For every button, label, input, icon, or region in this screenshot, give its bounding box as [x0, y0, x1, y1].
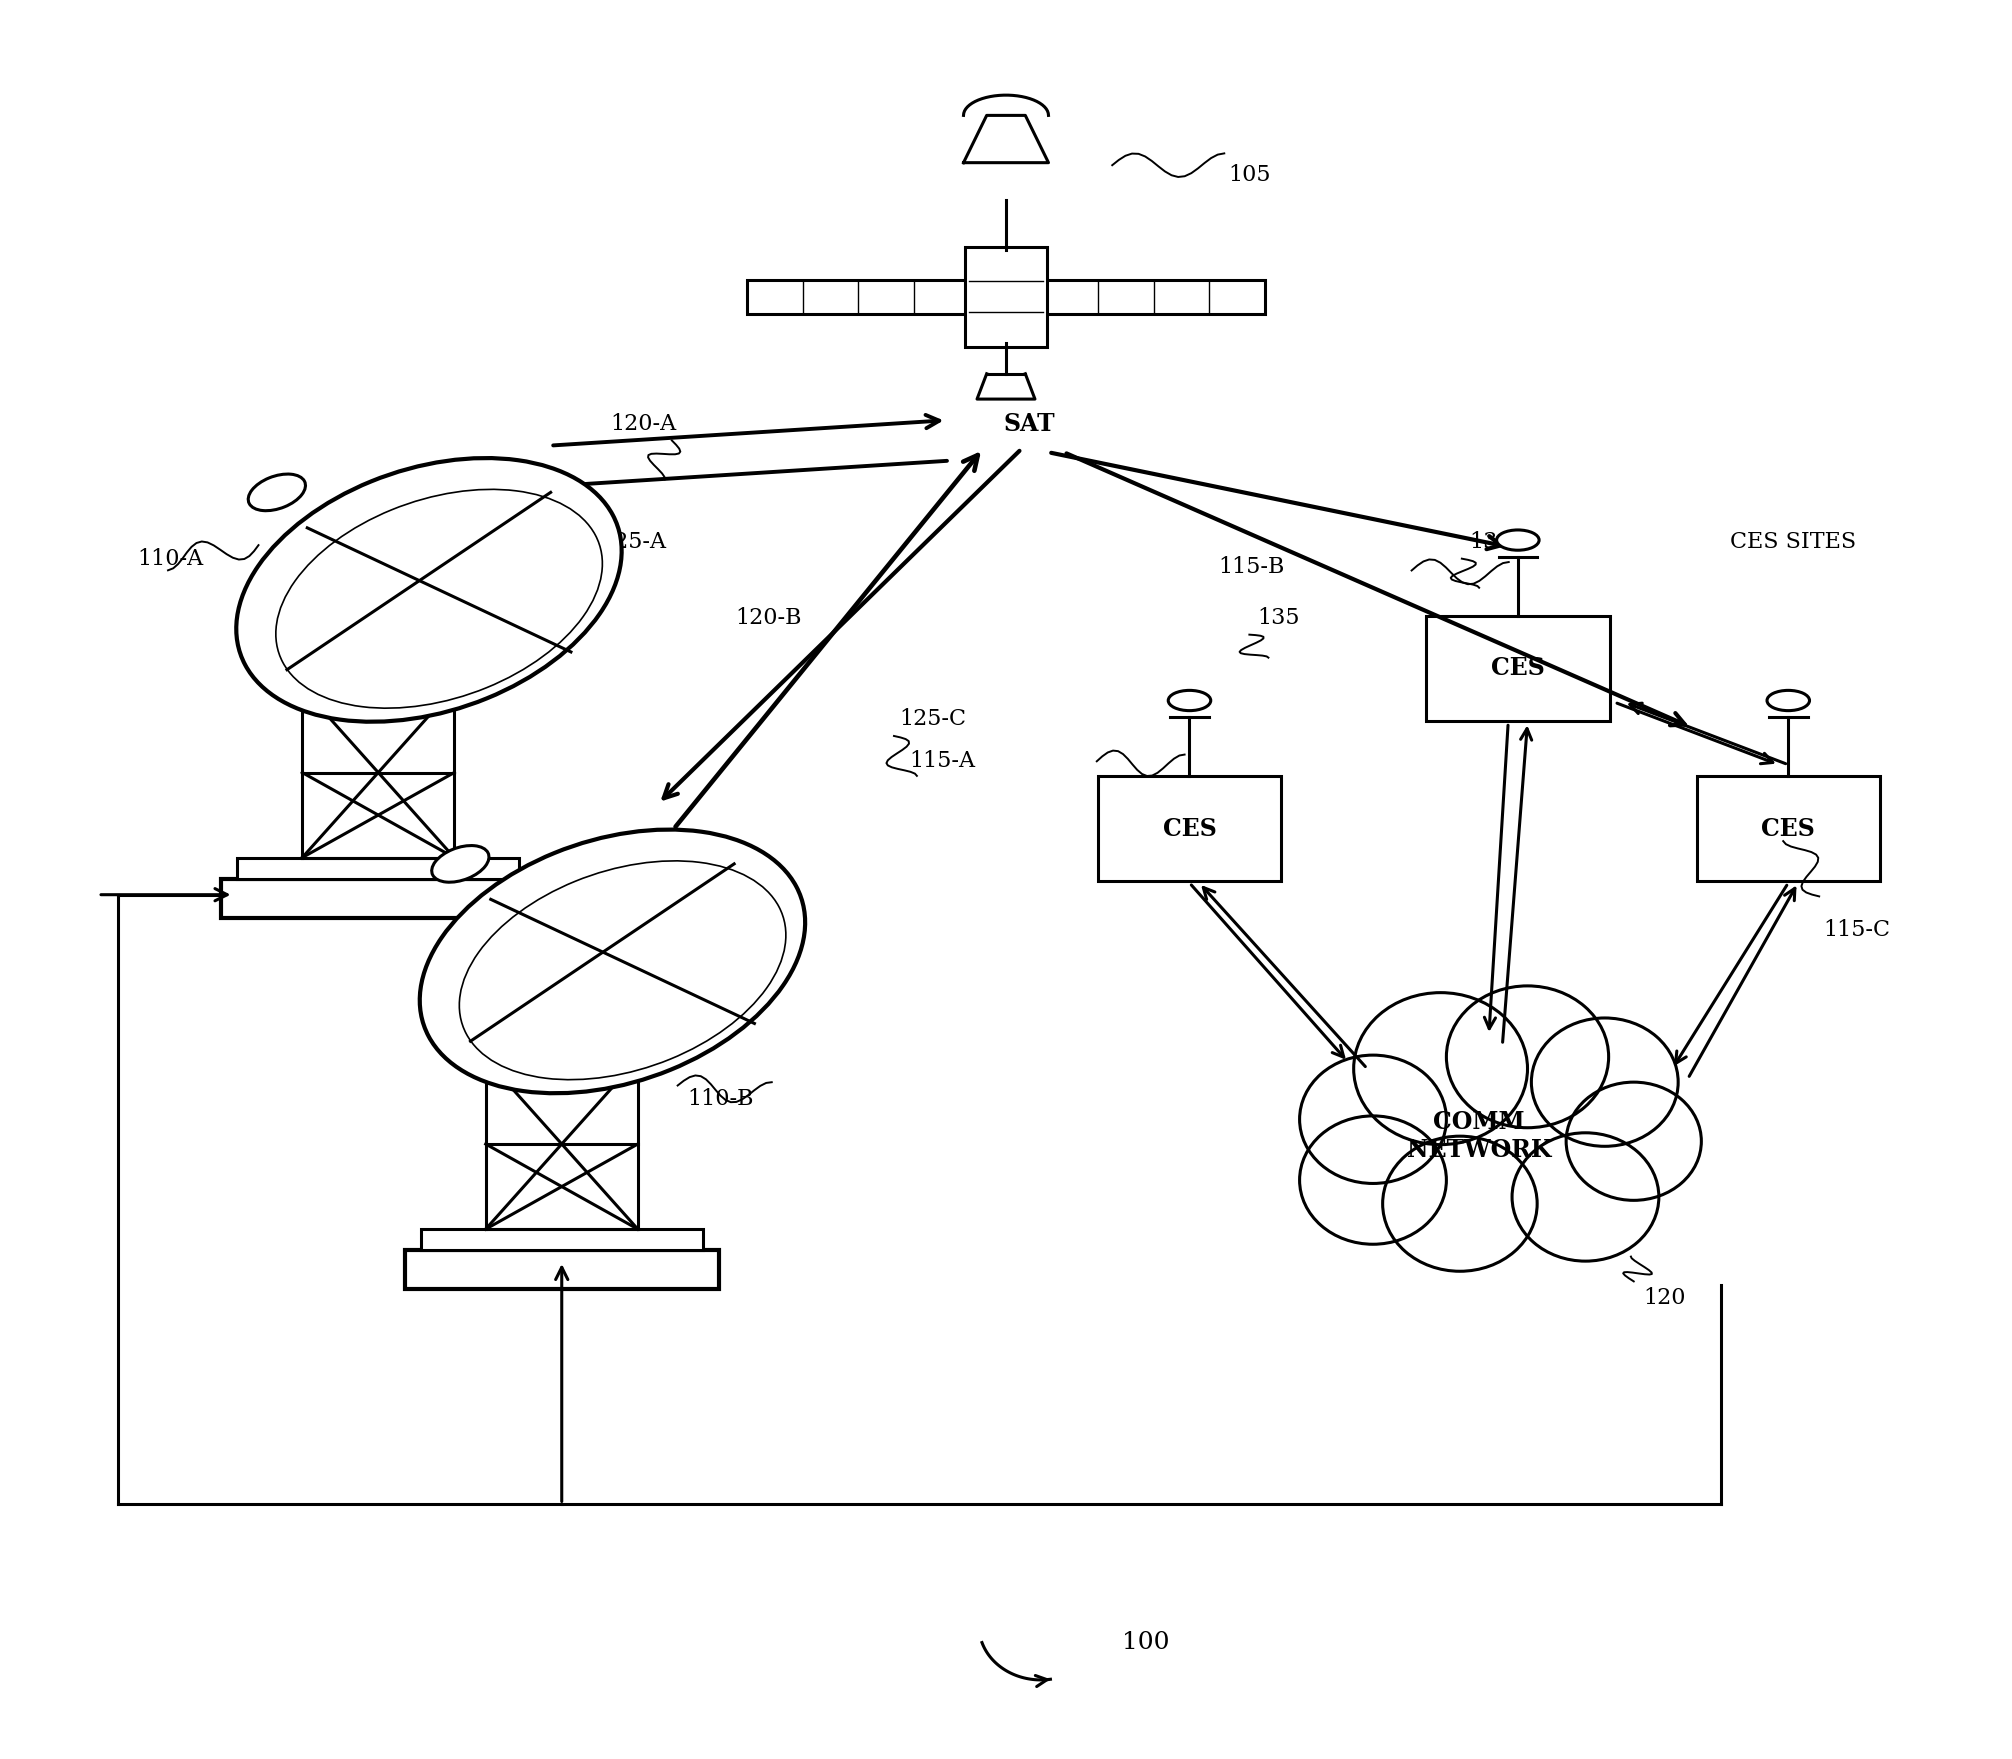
Ellipse shape: [421, 830, 805, 1094]
Circle shape: [1382, 1136, 1537, 1272]
Text: 135: 135: [1258, 607, 1300, 628]
Ellipse shape: [235, 457, 622, 721]
Text: 100: 100: [1123, 1631, 1169, 1653]
FancyBboxPatch shape: [1696, 776, 1879, 881]
Ellipse shape: [1497, 529, 1539, 551]
Circle shape: [1513, 1133, 1658, 1261]
Text: 125-C: 125-C: [899, 709, 968, 730]
Text: 115-A: 115-A: [909, 751, 976, 772]
FancyBboxPatch shape: [746, 280, 970, 313]
Ellipse shape: [433, 846, 489, 883]
Text: 120-B: 120-B: [736, 607, 803, 628]
FancyBboxPatch shape: [221, 880, 535, 918]
Ellipse shape: [247, 475, 306, 510]
Ellipse shape: [276, 489, 602, 709]
Text: CES: CES: [1491, 656, 1545, 681]
Text: 115-B: 115-B: [1219, 556, 1286, 579]
Text: CES: CES: [1760, 816, 1815, 841]
Text: COMM
NETWORK: COMM NETWORK: [1406, 1110, 1551, 1163]
Circle shape: [1565, 1082, 1702, 1200]
Text: CES SITES: CES SITES: [1730, 531, 1857, 552]
Ellipse shape: [459, 860, 787, 1080]
Circle shape: [1300, 1055, 1447, 1184]
Circle shape: [1300, 1115, 1447, 1244]
Text: 130: 130: [1469, 531, 1513, 552]
FancyBboxPatch shape: [421, 1230, 702, 1251]
Text: CES: CES: [1163, 816, 1217, 841]
FancyBboxPatch shape: [1099, 776, 1282, 881]
Text: 105: 105: [1227, 164, 1272, 186]
Text: 110-A: 110-A: [137, 547, 203, 570]
FancyBboxPatch shape: [1427, 616, 1610, 721]
Ellipse shape: [1767, 690, 1809, 711]
Text: 120: 120: [1644, 1288, 1686, 1309]
Text: 110-B: 110-B: [688, 1089, 754, 1110]
Text: SAT: SAT: [1004, 412, 1054, 436]
Text: 125-A: 125-A: [600, 531, 666, 552]
Circle shape: [1531, 1018, 1678, 1147]
FancyBboxPatch shape: [1042, 280, 1266, 313]
Circle shape: [1354, 992, 1527, 1145]
Text: 120-A: 120-A: [610, 413, 676, 434]
FancyBboxPatch shape: [966, 246, 1046, 347]
Circle shape: [1447, 985, 1610, 1128]
FancyBboxPatch shape: [404, 1251, 718, 1289]
FancyBboxPatch shape: [237, 858, 519, 880]
Ellipse shape: [1169, 690, 1211, 711]
Text: 115-C: 115-C: [1823, 920, 1889, 941]
